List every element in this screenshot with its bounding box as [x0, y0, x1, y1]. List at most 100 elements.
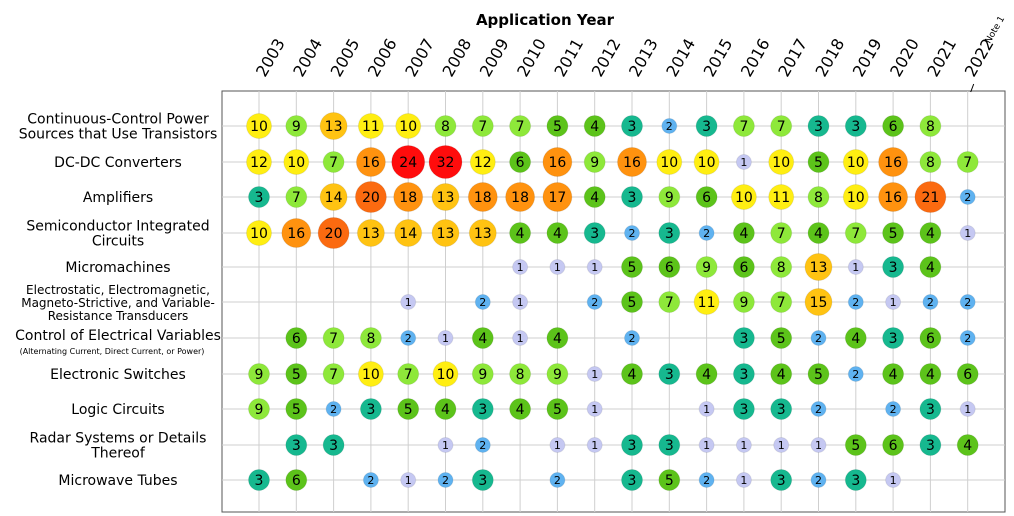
data-value-label: 3: [926, 438, 935, 454]
data-bubble: [922, 294, 939, 310]
data-value-label: 3: [478, 402, 487, 418]
data-value-label: 1: [740, 439, 747, 452]
data-bubble: [362, 472, 379, 488]
data-value-label: 9: [255, 367, 264, 383]
data-bubble: [397, 398, 420, 420]
data-value-label: 3: [665, 438, 674, 454]
data-value-label: 1: [815, 439, 822, 452]
data-value-label: 4: [851, 331, 860, 347]
data-value-label: 3: [739, 367, 748, 383]
data-bubble: [437, 472, 454, 488]
data-value-label: 2: [852, 368, 859, 381]
data-bubble: [621, 363, 643, 385]
category-sublabel: (Alternating Current, Direct Current, or…: [20, 347, 205, 356]
data-bubble: [624, 225, 640, 241]
data-bubble: [919, 398, 942, 420]
data-value-label: 10: [362, 367, 380, 383]
data-value-label: 10: [847, 155, 865, 171]
data-bubble: [549, 437, 566, 453]
data-value-label: 11: [698, 295, 716, 311]
data-value-label: 7: [777, 226, 786, 242]
data-bubble: [807, 363, 830, 385]
data-value-label: 13: [325, 119, 343, 135]
data-bubble: [804, 253, 833, 281]
data-bubble: [842, 149, 869, 175]
data-bubble: [959, 401, 976, 417]
data-bubble: [322, 363, 345, 385]
data-bubble: [359, 398, 382, 420]
data-bubble: [695, 186, 718, 208]
year-label: 2012: [588, 35, 625, 80]
data-bubble: [437, 437, 454, 453]
data-bubble: [248, 186, 270, 208]
data-bubble: [770, 222, 793, 244]
data-bubble: [546, 222, 569, 244]
data-value-label: 5: [553, 402, 562, 418]
data-value-label: 1: [554, 261, 561, 274]
data-value-label: 1: [591, 368, 598, 381]
data-bubble: [810, 437, 827, 453]
data-value-label: 7: [963, 155, 972, 171]
data-bubble: [285, 469, 308, 491]
bubbles: 10 9 13 11 10 8 7 7 5 4 3 2 3 7 7 3 3 6 812 10 7 16 24 32 12 6 16 9…: [246, 112, 979, 491]
data-value-label: 20: [325, 226, 343, 242]
data-bubble: [804, 288, 833, 316]
data-value-label: 4: [814, 226, 823, 242]
data-value-label: 6: [889, 438, 898, 454]
data-value-label: 3: [926, 402, 935, 418]
data-value-label: 9: [553, 367, 562, 383]
category-label: Electronic Switches: [50, 367, 186, 383]
data-value-label: 6: [665, 260, 674, 276]
data-bubble: [810, 401, 827, 417]
data-bubble: [770, 256, 793, 278]
data-bubble: [434, 398, 457, 420]
data-value-label: 5: [628, 260, 637, 276]
data-value-label: 4: [926, 260, 935, 276]
data-value-label: 9: [292, 119, 301, 135]
data-value-label: 10: [437, 367, 455, 383]
data-value-label: 1: [442, 332, 449, 345]
data-value-label: 18: [399, 190, 417, 206]
data-bubble: [656, 149, 683, 175]
data-value-label: 2: [330, 403, 337, 416]
data-bubble: [882, 222, 905, 244]
data-value-label: 2: [442, 474, 449, 487]
data-bubble: [735, 437, 752, 453]
data-value-label: 10: [287, 155, 305, 171]
data-bubble: [471, 115, 494, 137]
data-bubble: [695, 256, 718, 278]
data-bubble: [505, 182, 536, 212]
category-label: Logic Circuits: [71, 402, 164, 418]
data-bubble: [693, 289, 720, 315]
data-value-label: 2: [703, 227, 710, 240]
data-bubble: [248, 469, 270, 491]
data-bubble: [919, 256, 942, 278]
data-bubble: [246, 149, 272, 175]
data-bubble: [658, 434, 681, 456]
data-value-label: 16: [884, 190, 902, 206]
data-bubble: [285, 115, 308, 137]
data-bubble: [248, 398, 270, 420]
data-bubble: [847, 366, 864, 382]
category-label: Resistance Transducers: [48, 309, 189, 323]
data-value-label: 9: [665, 190, 674, 206]
data-bubble: [914, 181, 947, 213]
data-value-label: 20: [362, 190, 380, 206]
data-value-label: 32: [437, 155, 455, 171]
data-bubble: [322, 434, 345, 456]
data-bubble: [285, 327, 308, 349]
data-value-label: 6: [292, 331, 301, 347]
data-bubble: [847, 294, 864, 310]
data-value-label: 9: [702, 260, 711, 276]
data-bubble: [394, 219, 423, 247]
data-bubble: [919, 115, 942, 137]
data-value-label: 3: [628, 473, 637, 489]
data-value-label: 3: [255, 190, 264, 206]
data-bubble: [285, 186, 308, 208]
data-value-label: 1: [740, 474, 747, 487]
data-bubble: [732, 291, 755, 313]
data-value-label: 7: [478, 119, 487, 135]
data-bubble: [919, 363, 942, 385]
data-bubble: [878, 182, 909, 212]
